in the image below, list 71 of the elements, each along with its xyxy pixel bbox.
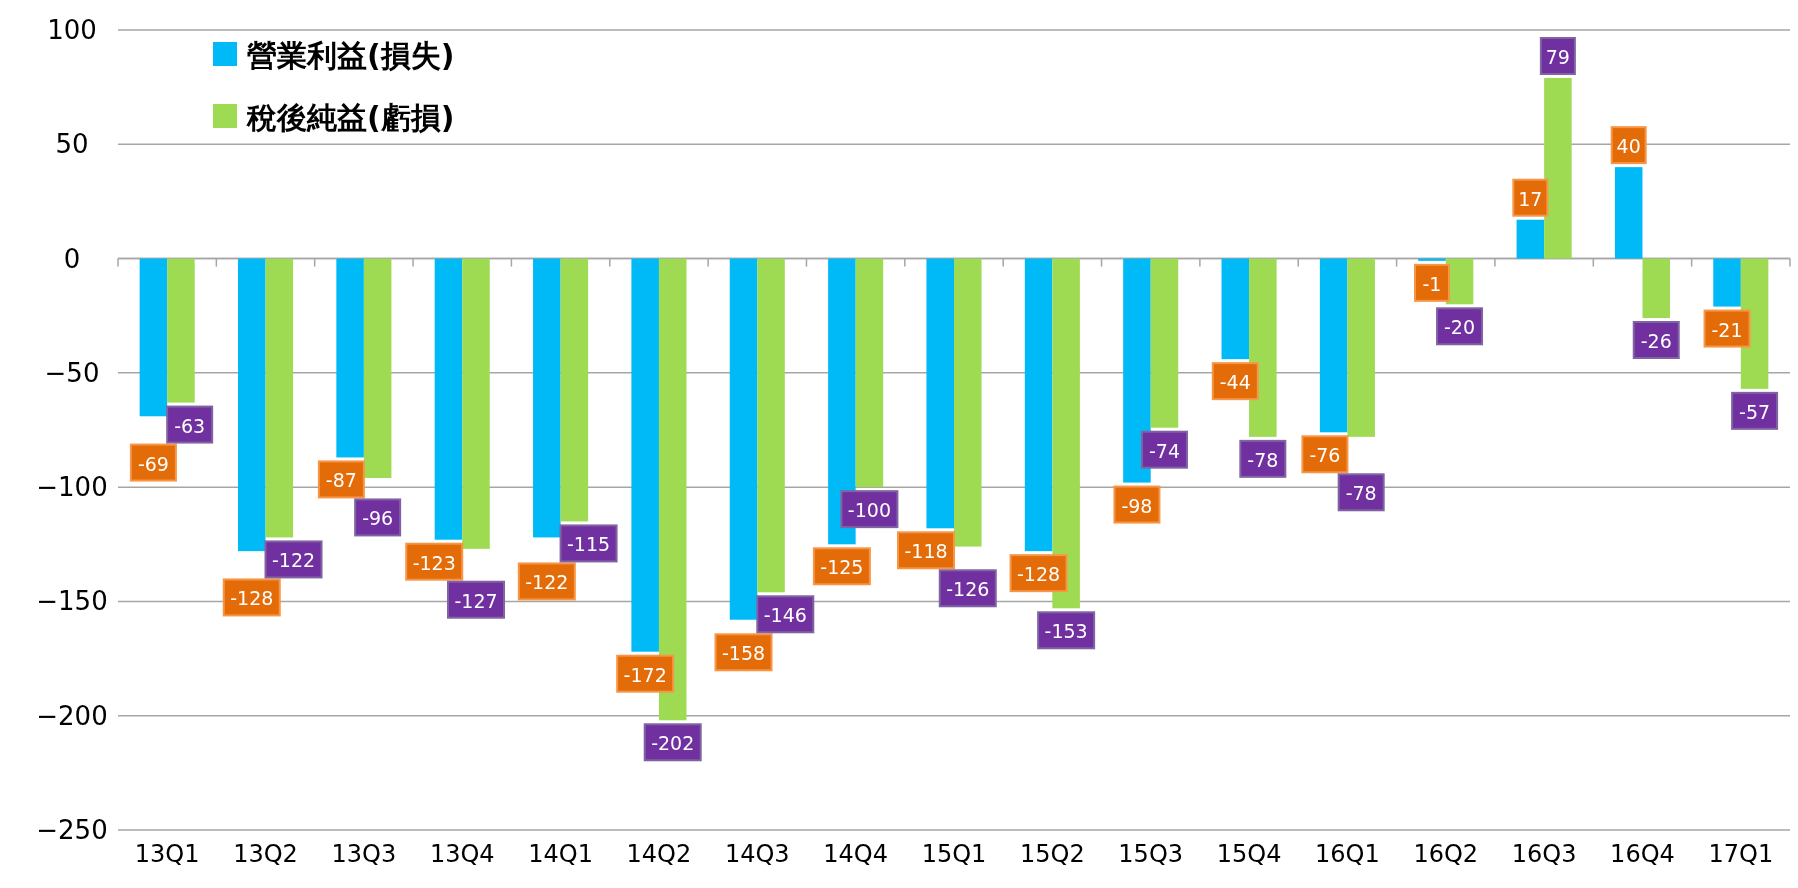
- bar: [954, 258, 982, 547]
- data-label: -146: [763, 604, 807, 627]
- data-label: -128: [230, 587, 274, 610]
- data-label: -158: [721, 642, 766, 665]
- x-tick-label: 16Q4: [1610, 840, 1675, 868]
- x-tick-label: 16Q1: [1315, 840, 1380, 868]
- bar: [139, 258, 168, 417]
- y-tick-label: −250: [36, 815, 108, 845]
- data-label: -127: [454, 589, 498, 612]
- bar: [729, 258, 758, 620]
- y-tick-label: −200: [36, 700, 108, 731]
- data-label: -96: [362, 507, 394, 530]
- y-tick-label: −150: [36, 586, 108, 617]
- data-label: 79: [1545, 46, 1570, 68]
- data-label: -126: [946, 578, 990, 601]
- y-tick-label: −50: [44, 357, 100, 388]
- data-label: -125: [820, 556, 864, 579]
- x-tick-label: 14Q3: [724, 840, 790, 868]
- y-tick-label: 0: [63, 243, 81, 274]
- data-label: -76: [1309, 444, 1341, 467]
- bar: [1642, 258, 1671, 318]
- data-label: 17: [1518, 187, 1543, 210]
- bar: [237, 258, 266, 552]
- data-label: 40: [1616, 135, 1641, 158]
- data-label: -100: [847, 499, 891, 522]
- data-label: -44: [1219, 371, 1251, 394]
- data-label: -122: [271, 549, 316, 572]
- x-tick-label: 16Q3: [1511, 840, 1577, 868]
- data-label: -123: [412, 551, 456, 574]
- data-label: -202: [651, 732, 695, 755]
- x-tick-label: 15Q1: [921, 840, 987, 868]
- data-label: -115: [567, 533, 611, 556]
- y-tick-label: 100: [47, 15, 97, 45]
- data-label: -20: [1444, 316, 1476, 339]
- data-label: -1: [1422, 272, 1442, 295]
- data-label: -122: [525, 571, 569, 594]
- data-label: -153: [1044, 620, 1088, 643]
- x-tick-label: 14Q2: [626, 840, 692, 868]
- x-tick-label: 13Q3: [331, 840, 397, 868]
- data-label: -74: [1148, 439, 1180, 462]
- x-tick-label: 14Q1: [528, 840, 593, 868]
- data-label: -69: [137, 452, 169, 475]
- x-tick-label: 13Q4: [429, 840, 495, 868]
- x-tick-label: 16Q2: [1413, 840, 1479, 868]
- data-label: -172: [623, 663, 667, 686]
- x-tick-label: 15Q3: [1118, 840, 1184, 868]
- data-label: -87: [325, 469, 357, 492]
- data-label: -57: [1739, 400, 1771, 423]
- data-label: -128: [1017, 563, 1061, 586]
- x-tick-label: 15Q2: [1020, 840, 1085, 868]
- data-label: -98: [1121, 494, 1153, 517]
- x-tick-label: 13Q2: [233, 840, 298, 868]
- x-tick-label: 17Q1: [1708, 840, 1774, 868]
- y-tick-label: 50: [55, 129, 89, 160]
- data-label: -118: [904, 540, 948, 563]
- legend-label: 稅後純益(虧損): [246, 100, 455, 135]
- y-tick-label: −100: [36, 472, 108, 503]
- data-label: -78: [1345, 482, 1377, 505]
- bar: [462, 258, 490, 549]
- bar: [363, 258, 392, 478]
- legend-label: 營業利益(損失): [247, 38, 455, 73]
- x-tick-label: 13Q1: [134, 840, 200, 868]
- data-label: -78: [1247, 448, 1279, 471]
- x-tick-label: 14Q4: [823, 840, 888, 868]
- bar: [1347, 258, 1375, 437]
- data-label: -26: [1640, 330, 1672, 352]
- bar: [533, 258, 561, 538]
- data-label: -21: [1711, 318, 1743, 341]
- x-tick-label: 15Q4: [1216, 840, 1282, 868]
- bar: [1544, 78, 1572, 259]
- data-label: -63: [174, 414, 206, 437]
